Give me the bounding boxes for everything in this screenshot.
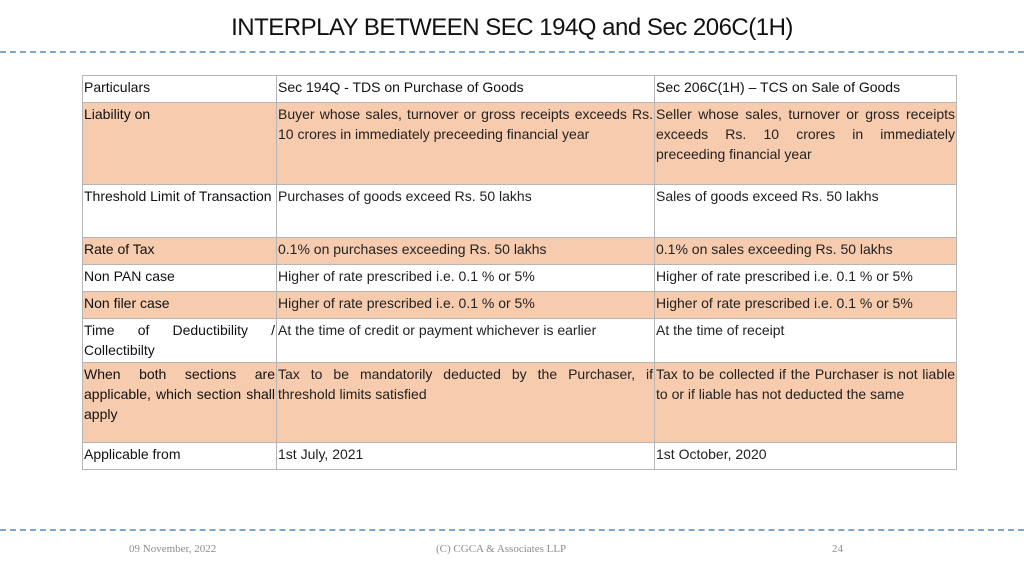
row-cell-194q: Purchases of goods exceed Rs. 50 lakhs	[276, 184, 655, 238]
row-label: Liability on	[82, 102, 277, 185]
header-cell-sec-206c: Sec 206C(1H) – TCS on Sale of Goods	[654, 75, 957, 103]
row-label: Time of Deductibility / Collectibilty	[82, 318, 277, 363]
row-cell-206c: 0.1% on sales exceeding Rs. 50 lakhs	[654, 237, 957, 265]
row-cell-206c: 1st October, 2020	[654, 442, 957, 470]
row-label: Threshold Limit of Transaction	[82, 184, 277, 238]
row-cell-206c: Higher of rate prescribed i.e. 0.1 % or …	[654, 264, 957, 292]
table-header-row: Particulars Sec 194Q - TDS on Purchase o…	[82, 75, 957, 103]
comparison-table: Particulars Sec 194Q - TDS on Purchase o…	[82, 75, 957, 470]
row-cell-194q: Higher of rate prescribed i.e. 0.1 % or …	[276, 291, 655, 319]
row-cell-194q: 0.1% on purchases exceeding Rs. 50 lakhs	[276, 237, 655, 265]
row-cell-194q: At the time of credit or payment whichev…	[276, 318, 655, 363]
bottom-divider	[0, 529, 1024, 531]
table-row: Threshold Limit of Transaction Purchases…	[82, 184, 957, 238]
header-cell-sec-194q: Sec 194Q - TDS on Purchase of Goods	[276, 75, 655, 103]
row-cell-194q: Tax to be mandatorily deducted by the Pu…	[276, 362, 655, 443]
footer-company: (C) CGCA & Associates LLP	[436, 543, 567, 555]
table-row: Liability on Buyer whose sales, turnover…	[82, 102, 957, 185]
row-cell-206c: Tax to be collected if the Purchaser is …	[654, 362, 957, 443]
row-label: When both sections are applicable, which…	[82, 362, 277, 443]
row-label: Rate of Tax	[82, 237, 277, 265]
table-row: When both sections are applicable, which…	[82, 362, 957, 443]
top-divider	[0, 51, 1024, 53]
row-cell-206c: Seller whose sales, turnover or gross re…	[654, 102, 957, 185]
row-cell-194q: Buyer whose sales, turnover or gross rec…	[276, 102, 655, 185]
row-cell-206c: Higher of rate prescribed i.e. 0.1 % or …	[654, 291, 957, 319]
table-row: Non PAN case Higher of rate prescribed i…	[82, 264, 957, 292]
row-label: Non PAN case	[82, 264, 277, 292]
table-row: Applicable from 1st July, 2021 1st Octob…	[82, 442, 957, 470]
row-cell-194q: Higher of rate prescribed i.e. 0.1 % or …	[276, 264, 655, 292]
table-row: Non filer case Higher of rate prescribed…	[82, 291, 957, 319]
table-row: Time of Deductibility / Collectibilty At…	[82, 318, 957, 363]
row-label: Applicable from	[82, 442, 277, 470]
footer-page-number: 24	[832, 543, 843, 555]
row-label: Non filer case	[82, 291, 277, 319]
row-cell-206c: At the time of receipt	[654, 318, 957, 363]
row-cell-194q: 1st July, 2021	[276, 442, 655, 470]
slide-title: INTERPLAY BETWEEN SEC 194Q and Sec 206C(…	[231, 14, 793, 41]
footer-date: 09 November, 2022	[129, 543, 217, 555]
header-cell-particulars: Particulars	[82, 75, 277, 103]
row-cell-206c: Sales of goods exceed Rs. 50 lakhs	[654, 184, 957, 238]
table-row: Rate of Tax 0.1% on purchases exceeding …	[82, 237, 957, 265]
